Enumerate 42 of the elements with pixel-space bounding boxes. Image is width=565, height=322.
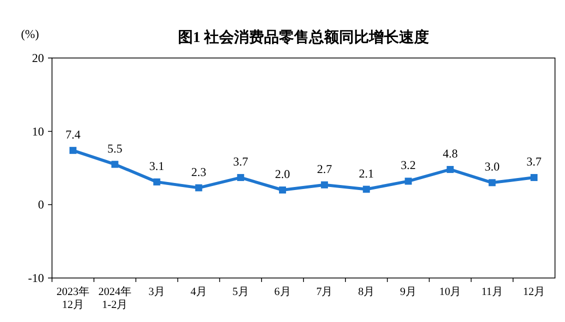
- x-tick-label: 5月: [232, 286, 249, 298]
- y-tick-label: 0: [38, 198, 44, 212]
- point: [279, 186, 286, 194]
- y-tick-label: 10: [32, 124, 44, 138]
- y-tick-label: -10: [28, 271, 44, 285]
- x-tick-label: 6月: [274, 286, 291, 298]
- point: [69, 146, 76, 154]
- y-tick-label: 20: [32, 51, 44, 65]
- point: [530, 174, 538, 182]
- data-label: 2.1: [358, 166, 374, 180]
- x-tick-label: 12月: [523, 286, 546, 298]
- data-label: 3.2: [400, 158, 416, 172]
- chart-title: 图1 社会消费品零售总额同比增长速度: [178, 28, 430, 46]
- x-tick-label: 2023年 12月: [56, 286, 90, 311]
- x-tick-label: 3月: [148, 286, 166, 298]
- point: [488, 179, 496, 186]
- data-label: 3.7: [526, 154, 542, 169]
- point: [362, 186, 370, 193]
- point: [404, 178, 412, 185]
- point: [320, 181, 328, 188]
- data-label: 3.7: [233, 154, 248, 169]
- x-tick-label: 11月: [481, 286, 503, 298]
- data-label: 5.5: [107, 141, 122, 156]
- y-axis-title: (%): [21, 27, 39, 41]
- data-label: 2.3: [191, 164, 206, 179]
- data-label: 4.8: [442, 146, 458, 160]
- point: [446, 166, 454, 173]
- data-label: 2.0: [275, 167, 290, 181]
- point: [195, 184, 202, 192]
- x-tick-label: 9月: [400, 286, 417, 298]
- point: [237, 174, 244, 182]
- data-label: 3.0: [484, 160, 500, 174]
- x-tick-label: 7月: [316, 286, 333, 298]
- data-label: 3.1: [149, 158, 164, 173]
- x-tick-label: 8月: [358, 286, 375, 298]
- data-label: 7.4: [65, 127, 80, 142]
- data-label: 2.7: [316, 162, 332, 176]
- point: [111, 160, 118, 168]
- x-tick-label: 4月: [190, 286, 207, 298]
- point: [153, 178, 160, 186]
- x-tick-label: 2024年 1-2月: [98, 286, 132, 311]
- x-tick-label: 10月: [439, 286, 462, 298]
